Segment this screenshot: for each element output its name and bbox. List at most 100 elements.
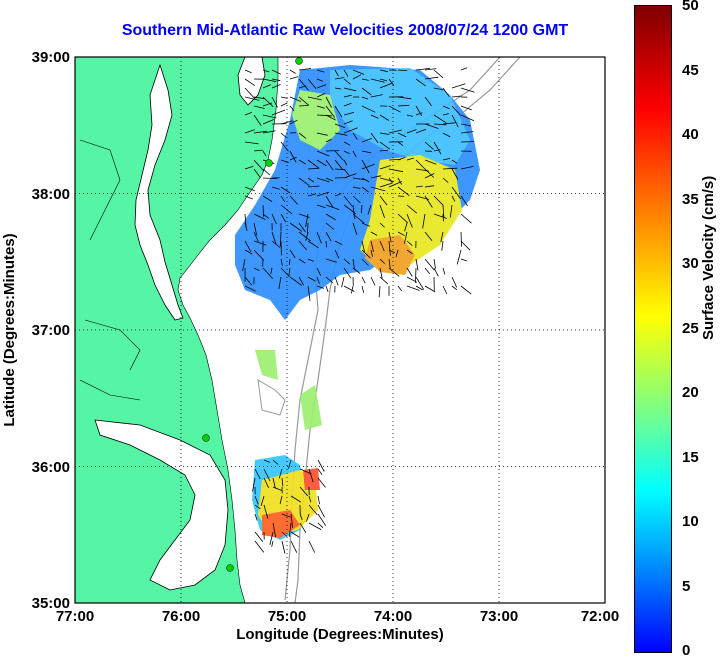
velocity-arrow: [299, 468, 312, 475]
velocity-arrow: [397, 213, 409, 224]
velocity-arrow: [397, 132, 407, 138]
velocity-arrow: [424, 195, 433, 208]
velocity-arrow: [352, 258, 355, 269]
x-tick-label: 74:00: [374, 608, 412, 625]
velocity-arrow: [424, 185, 435, 188]
velocity-arrow: [378, 285, 381, 298]
velocity-arrow: [298, 258, 306, 264]
velocity-arrow: [361, 105, 376, 113]
velocity-arrow: [352, 213, 365, 224]
velocity-arrow: [334, 193, 342, 197]
velocity-arrow: [298, 240, 307, 251]
velocity-arrow: [406, 114, 413, 117]
velocity-arrow: [253, 240, 267, 246]
velocity-arrow: [271, 231, 277, 245]
colorbar-tick: 45: [682, 62, 699, 79]
x-tick-label: 73:00: [480, 608, 518, 625]
velocity-arrow: [451, 105, 461, 116]
velocity-arrow: [253, 222, 258, 236]
velocity-arrow: [343, 141, 351, 146]
velocity-arrow: [451, 83, 466, 89]
velocity-arrow: [451, 95, 462, 98]
velocity-arrow: [397, 231, 405, 237]
y-axis-label: Latitude (Degrees:Minutes): [1, 233, 18, 426]
velocity-arrow: [424, 141, 434, 150]
velocity-arrow: [424, 173, 435, 179]
velocity-arrow: [305, 231, 309, 241]
velocity-arrow: [289, 222, 303, 232]
velocity-arrow: [307, 285, 311, 301]
velocity-arrow: [395, 249, 399, 258]
colorbar-tick: 20: [682, 384, 699, 401]
velocity-arrow: [316, 105, 325, 109]
velocity-arrow: [263, 468, 271, 482]
velocity-arrow: [442, 285, 448, 295]
velocity-arrow: [244, 96, 260, 101]
velocity-arrow: [254, 504, 261, 510]
velocity-arrow: [370, 249, 373, 257]
velocity-arrow: [260, 495, 265, 507]
velocity-arrow: [254, 531, 264, 543]
velocity-arrow: [361, 177, 370, 183]
velocity-arrow: [361, 87, 372, 96]
velocity-arrow: [397, 96, 412, 100]
velocity-arrow: [343, 258, 350, 265]
velocity-arrow: [298, 132, 307, 139]
velocity-arrow: [388, 78, 395, 86]
velocity-arrow: [451, 159, 458, 164]
velocity-arrow: [343, 69, 349, 77]
velocity-arrow: [280, 159, 289, 164]
velocity-arrow: [325, 159, 334, 171]
velocity-arrow: [352, 267, 361, 274]
velocity-arrow: [253, 105, 265, 109]
velocity-arrow: [272, 477, 276, 489]
x-axis-label: Longitude (Degrees:Minutes): [236, 626, 444, 643]
velocity-arrow: [254, 513, 258, 521]
velocity-arrow: [442, 132, 451, 138]
velocity-arrow: [361, 138, 372, 143]
velocity-arrow: [289, 276, 303, 287]
velocity-arrow: [424, 76, 439, 80]
velocity-arrow: [352, 222, 358, 235]
velocity-arrow: [352, 150, 357, 158]
velocity-arrow: [442, 122, 457, 125]
velocity-arrow: [406, 204, 418, 214]
velocity-arrow: [343, 78, 351, 85]
velocity-arrow: [360, 204, 363, 214]
velocity-arrow: [316, 69, 325, 73]
velocity-arrow: [352, 177, 367, 181]
velocity-arrow: [307, 177, 315, 183]
velocity-arrow: [361, 258, 369, 266]
velocity-arrow: [317, 477, 326, 488]
velocity-arrow: [379, 132, 390, 135]
colorbar-tick: 10: [682, 513, 699, 530]
x-tick-label: 77:00: [56, 608, 94, 625]
velocity-arrow: [316, 78, 323, 82]
velocity-arrow: [433, 213, 448, 219]
velocity-arrow: [254, 495, 259, 505]
velocity-arrow: [262, 150, 267, 157]
velocity-arrow: [289, 195, 298, 205]
velocity-field: [235, 65, 480, 540]
velocity-arrow: [298, 85, 307, 89]
velocity-arrow: [263, 477, 269, 488]
velocity-arrow: [415, 105, 423, 117]
velocity-arrow: [424, 96, 432, 107]
velocity-arrow: [397, 69, 408, 71]
velocity-arrow: [460, 123, 472, 127]
velocity-arrow: [305, 213, 309, 228]
velocity-arrow: [415, 185, 423, 188]
velocity-arrow: [298, 276, 304, 286]
x-tick-label: 72:00: [581, 608, 619, 625]
velocity-arrow: [289, 156, 297, 161]
velocity-arrow: [253, 130, 267, 134]
velocity-arrow: [308, 468, 314, 483]
velocity-arrow: [325, 114, 336, 121]
colorbar: [634, 5, 672, 653]
colorbar-tick: 0: [682, 642, 691, 659]
velocity-arrow: [289, 150, 297, 163]
velocity-arrow: [370, 175, 382, 179]
velocity-arrow: [269, 531, 274, 545]
velocity-arrow: [334, 276, 339, 286]
velocity-arrow: [370, 94, 383, 98]
